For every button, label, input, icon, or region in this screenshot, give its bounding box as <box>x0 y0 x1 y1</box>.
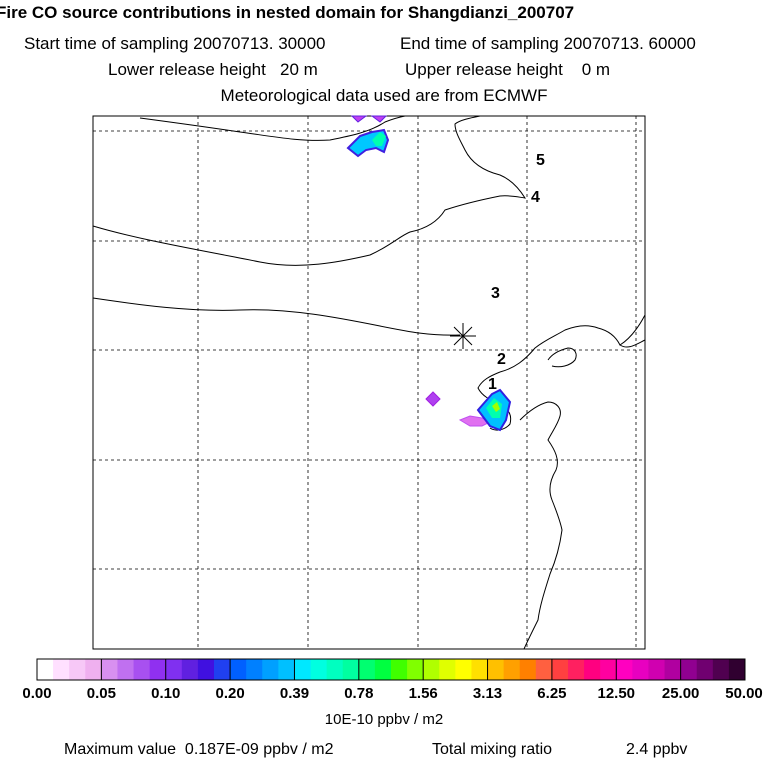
colorbar-swatch <box>37 659 54 680</box>
plot-title: Fire CO source contributions in nested d… <box>0 3 575 22</box>
colorbar-swatch <box>487 659 505 680</box>
colorbar-label: 0.00 <box>22 685 52 702</box>
colorbar-swatch <box>197 659 215 680</box>
colorbar-swatch <box>600 659 617 680</box>
colorbar-label: 50.00 <box>725 685 763 702</box>
colorbar-swatch <box>664 659 682 680</box>
colorbar-swatch <box>407 659 424 680</box>
colorbar-swatch <box>391 659 408 680</box>
lat-lon-grid <box>93 116 645 649</box>
colorbar-swatch <box>632 659 649 680</box>
colorbar-swatch <box>696 659 714 680</box>
colorbar-swatch <box>117 659 135 680</box>
colorbar-label: 0.05 <box>86 685 116 702</box>
release-marker-2: 2 <box>497 351 506 368</box>
colorbar-label: 0.20 <box>215 685 245 702</box>
colorbar-unit: 10E-10 ppbv / m2 <box>324 711 444 728</box>
colorbar-label: 1.56 <box>408 685 438 702</box>
colorbar-swatch <box>53 659 70 680</box>
colorbar-swatch <box>85 659 102 680</box>
release-marker-5: 5 <box>536 152 545 169</box>
concentration-plumes <box>346 115 512 432</box>
colorbar-swatch <box>214 659 231 680</box>
colorbar-swatch <box>728 659 746 680</box>
colorbar-swatch <box>326 659 344 680</box>
colorbar-swatch <box>423 659 440 680</box>
max-value-label: Maximum value 0.187E-09 ppbv / m2 <box>64 741 334 758</box>
colorbar-swatch <box>439 659 456 680</box>
release-marker-4: 4 <box>531 189 540 206</box>
colorbar-label: 6.25 <box>537 685 567 702</box>
upper-release-label: Upper release height 0 m <box>405 60 611 79</box>
colorbar-swatch <box>519 659 537 680</box>
total-mixing-value: 2.4 ppbv <box>626 741 688 758</box>
colorbar-swatch <box>584 659 601 680</box>
colorbar-swatch <box>535 659 553 680</box>
colorbar-swatch <box>551 659 569 680</box>
colorbar-swatch <box>181 659 199 680</box>
colorbar-swatch <box>648 659 666 680</box>
colorbar-swatch <box>262 659 279 680</box>
colorbar-label: 0.10 <box>151 685 181 702</box>
colorbar-swatch <box>680 659 698 680</box>
end-time-label: End time of sampling 20070713. 60000 <box>400 34 696 53</box>
colorbar-swatch <box>358 659 376 680</box>
colorbar-label: 0.39 <box>279 685 310 702</box>
release-marker-3: 3 <box>491 285 500 302</box>
colorbar-swatch <box>712 659 730 680</box>
colorbar-label: 25.00 <box>661 685 700 702</box>
colorbar-swatch <box>471 659 489 680</box>
coastlines <box>92 115 646 650</box>
colorbar-swatch <box>69 659 86 680</box>
start-time-label: Start time of sampling 20070713. 30000 <box>24 34 326 53</box>
colorbar <box>36 658 746 681</box>
colorbar-swatch <box>455 659 472 680</box>
colorbar-swatch <box>568 659 585 680</box>
colorbar-swatch <box>230 659 247 680</box>
total-mixing-label: Total mixing ratio <box>432 741 553 758</box>
colorbar-swatch <box>503 659 521 680</box>
colorbar-swatch <box>278 659 295 680</box>
colorbar-swatch <box>246 659 263 680</box>
colorbar-swatch <box>165 659 183 680</box>
release-marker-1: 1 <box>488 376 497 393</box>
colorbar-border <box>36 658 746 681</box>
lower-release-label: Lower release height 20 m <box>108 60 318 79</box>
colorbar-swatch <box>294 659 312 680</box>
colorbar-swatch <box>149 659 167 680</box>
colorbar-swatch <box>342 659 360 680</box>
colorbar-swatch <box>101 659 118 680</box>
colorbar-swatch <box>616 659 633 680</box>
colorbar-label: 3.13 <box>472 685 503 702</box>
met-data-label: Meteorological data used are from ECMWF <box>220 86 548 105</box>
colorbar-swatch <box>374 659 392 680</box>
asterisk-icon <box>450 323 476 349</box>
colorbar-swatch <box>310 659 328 680</box>
colorbar-swatch <box>133 659 151 680</box>
map-frame <box>92 115 646 650</box>
colorbar-label: 12.50 <box>597 685 636 702</box>
colorbar-label: 0.78 <box>344 685 374 702</box>
